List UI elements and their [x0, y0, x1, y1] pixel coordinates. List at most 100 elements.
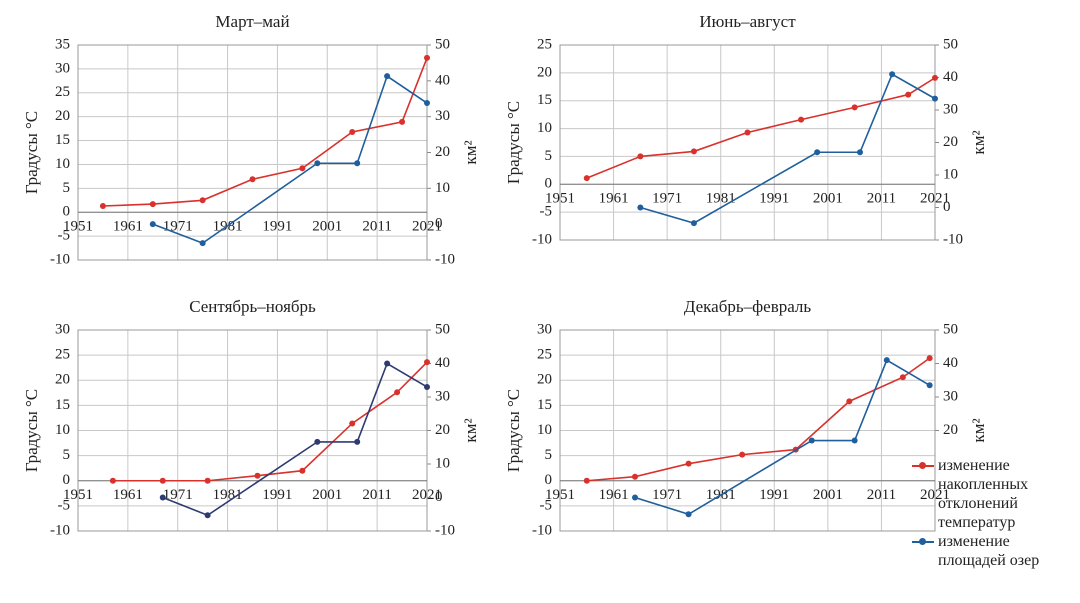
data-point — [798, 116, 805, 123]
x-tick-label: 1961 — [113, 487, 143, 503]
y-tick-label: 20 — [55, 372, 70, 388]
legend: изменение накопленных отклонений темпера… — [912, 456, 1077, 570]
legend-swatch — [912, 462, 934, 469]
y-tick-label: 15 — [537, 397, 552, 413]
legend-item: изменение накопленных отклонений темпера… — [912, 456, 1077, 532]
x-tick-label: 2011 — [867, 487, 896, 503]
y-tick-label: 5 — [63, 180, 71, 196]
y-tick-label: 5 — [545, 148, 553, 164]
x-tick-label: 1971 — [652, 191, 682, 207]
y-axis-label: Градусы °C — [22, 111, 41, 194]
data-point — [808, 437, 815, 444]
data-point — [349, 128, 356, 135]
data-point — [399, 118, 406, 125]
data-point — [314, 160, 321, 167]
y2-tick-label: 40 — [943, 355, 958, 371]
y-tick-label: -10 — [50, 251, 70, 267]
y-tick-label: -10 — [50, 522, 70, 538]
y-tick-label: 25 — [537, 347, 552, 363]
series-line — [586, 77, 936, 179]
y2-axis-label: км² — [969, 130, 988, 154]
x-tick-label: 1981 — [213, 487, 243, 503]
x-tick-label: 1991 — [759, 191, 789, 207]
x-tick-label: 1961 — [599, 191, 629, 207]
data-point — [905, 91, 912, 98]
data-point — [926, 382, 933, 389]
series-line — [102, 57, 428, 207]
data-point — [199, 197, 206, 204]
data-point — [354, 438, 361, 445]
x-tick-label: 1981 — [706, 191, 736, 207]
y-tick-label: 25 — [55, 347, 70, 363]
data-point — [299, 467, 306, 474]
y2-tick-label: 50 — [435, 36, 450, 52]
y-tick-label: 5 — [545, 447, 553, 463]
y-tick-label: 15 — [55, 397, 70, 413]
data-point — [739, 451, 746, 458]
data-point — [204, 477, 211, 484]
y-tick-label: 0 — [545, 472, 553, 488]
data-point — [204, 512, 211, 519]
y-tick-label: 10 — [537, 422, 552, 438]
y-tick-label: 15 — [55, 132, 70, 148]
chart-title: Июнь–август — [699, 12, 796, 31]
y-tick-label: 30 — [55, 60, 70, 76]
x-tick-label: 1971 — [163, 487, 193, 503]
data-point — [149, 221, 156, 228]
y-tick-label: -5 — [540, 204, 553, 220]
y-axis-label: Градусы °C — [504, 101, 523, 184]
y-tick-label: 0 — [545, 176, 553, 192]
x-tick-label: 1961 — [599, 487, 629, 503]
chart-title: Март–май — [215, 12, 289, 31]
data-point — [149, 201, 156, 208]
data-point — [883, 357, 890, 364]
y-axis-label: Градусы °C — [504, 389, 523, 472]
data-point — [851, 437, 858, 444]
y2-tick-label: 40 — [435, 72, 450, 88]
y2-tick-label: 30 — [943, 101, 958, 117]
data-point — [637, 153, 644, 160]
data-point — [637, 204, 644, 211]
y2-tick-label: 20 — [435, 422, 450, 438]
data-point — [744, 129, 751, 136]
data-point — [632, 494, 638, 501]
data-point — [932, 95, 938, 102]
x-tick-label: 2001 — [312, 219, 342, 235]
data-point — [299, 165, 306, 172]
y-tick-label: -10 — [532, 522, 552, 538]
legend-swatch — [912, 538, 934, 545]
data-point — [685, 460, 692, 467]
legend-label: изменение накопленных отклонений темпера… — [938, 457, 1029, 531]
data-point — [314, 438, 321, 445]
y2-tick-label: 50 — [435, 321, 450, 337]
y-tick-label: 15 — [537, 92, 552, 108]
plot-frame — [77, 44, 428, 261]
x-tick-label: 1991 — [262, 487, 292, 503]
legend-item: изменение площадей озер — [912, 532, 1077, 570]
y2-tick-label: 0 — [943, 199, 951, 215]
data-point — [424, 383, 430, 390]
y2-axis-label: км² — [461, 140, 480, 164]
y-tick-label: -5 — [58, 497, 71, 513]
y2-tick-label: -10 — [435, 251, 455, 267]
y2-tick-label: 10 — [943, 166, 958, 182]
y2-tick-label: 0 — [435, 489, 443, 505]
data-point — [932, 74, 938, 81]
data-point — [384, 73, 391, 80]
y-tick-label: 10 — [55, 422, 70, 438]
y2-tick-label: 20 — [943, 134, 958, 150]
x-tick-label: 2001 — [312, 487, 342, 503]
y-tick-label: 30 — [55, 321, 70, 337]
y2-tick-label: 20 — [435, 144, 450, 160]
data-point — [899, 374, 906, 381]
plot-frame — [559, 44, 936, 241]
y-tick-label: -5 — [540, 497, 553, 513]
y2-tick-label: 50 — [943, 36, 958, 52]
series-line — [634, 358, 931, 516]
data-point — [424, 359, 430, 366]
y2-tick-label: 40 — [435, 355, 450, 371]
y-tick-label: 20 — [55, 108, 70, 124]
y2-tick-label: 30 — [435, 388, 450, 404]
